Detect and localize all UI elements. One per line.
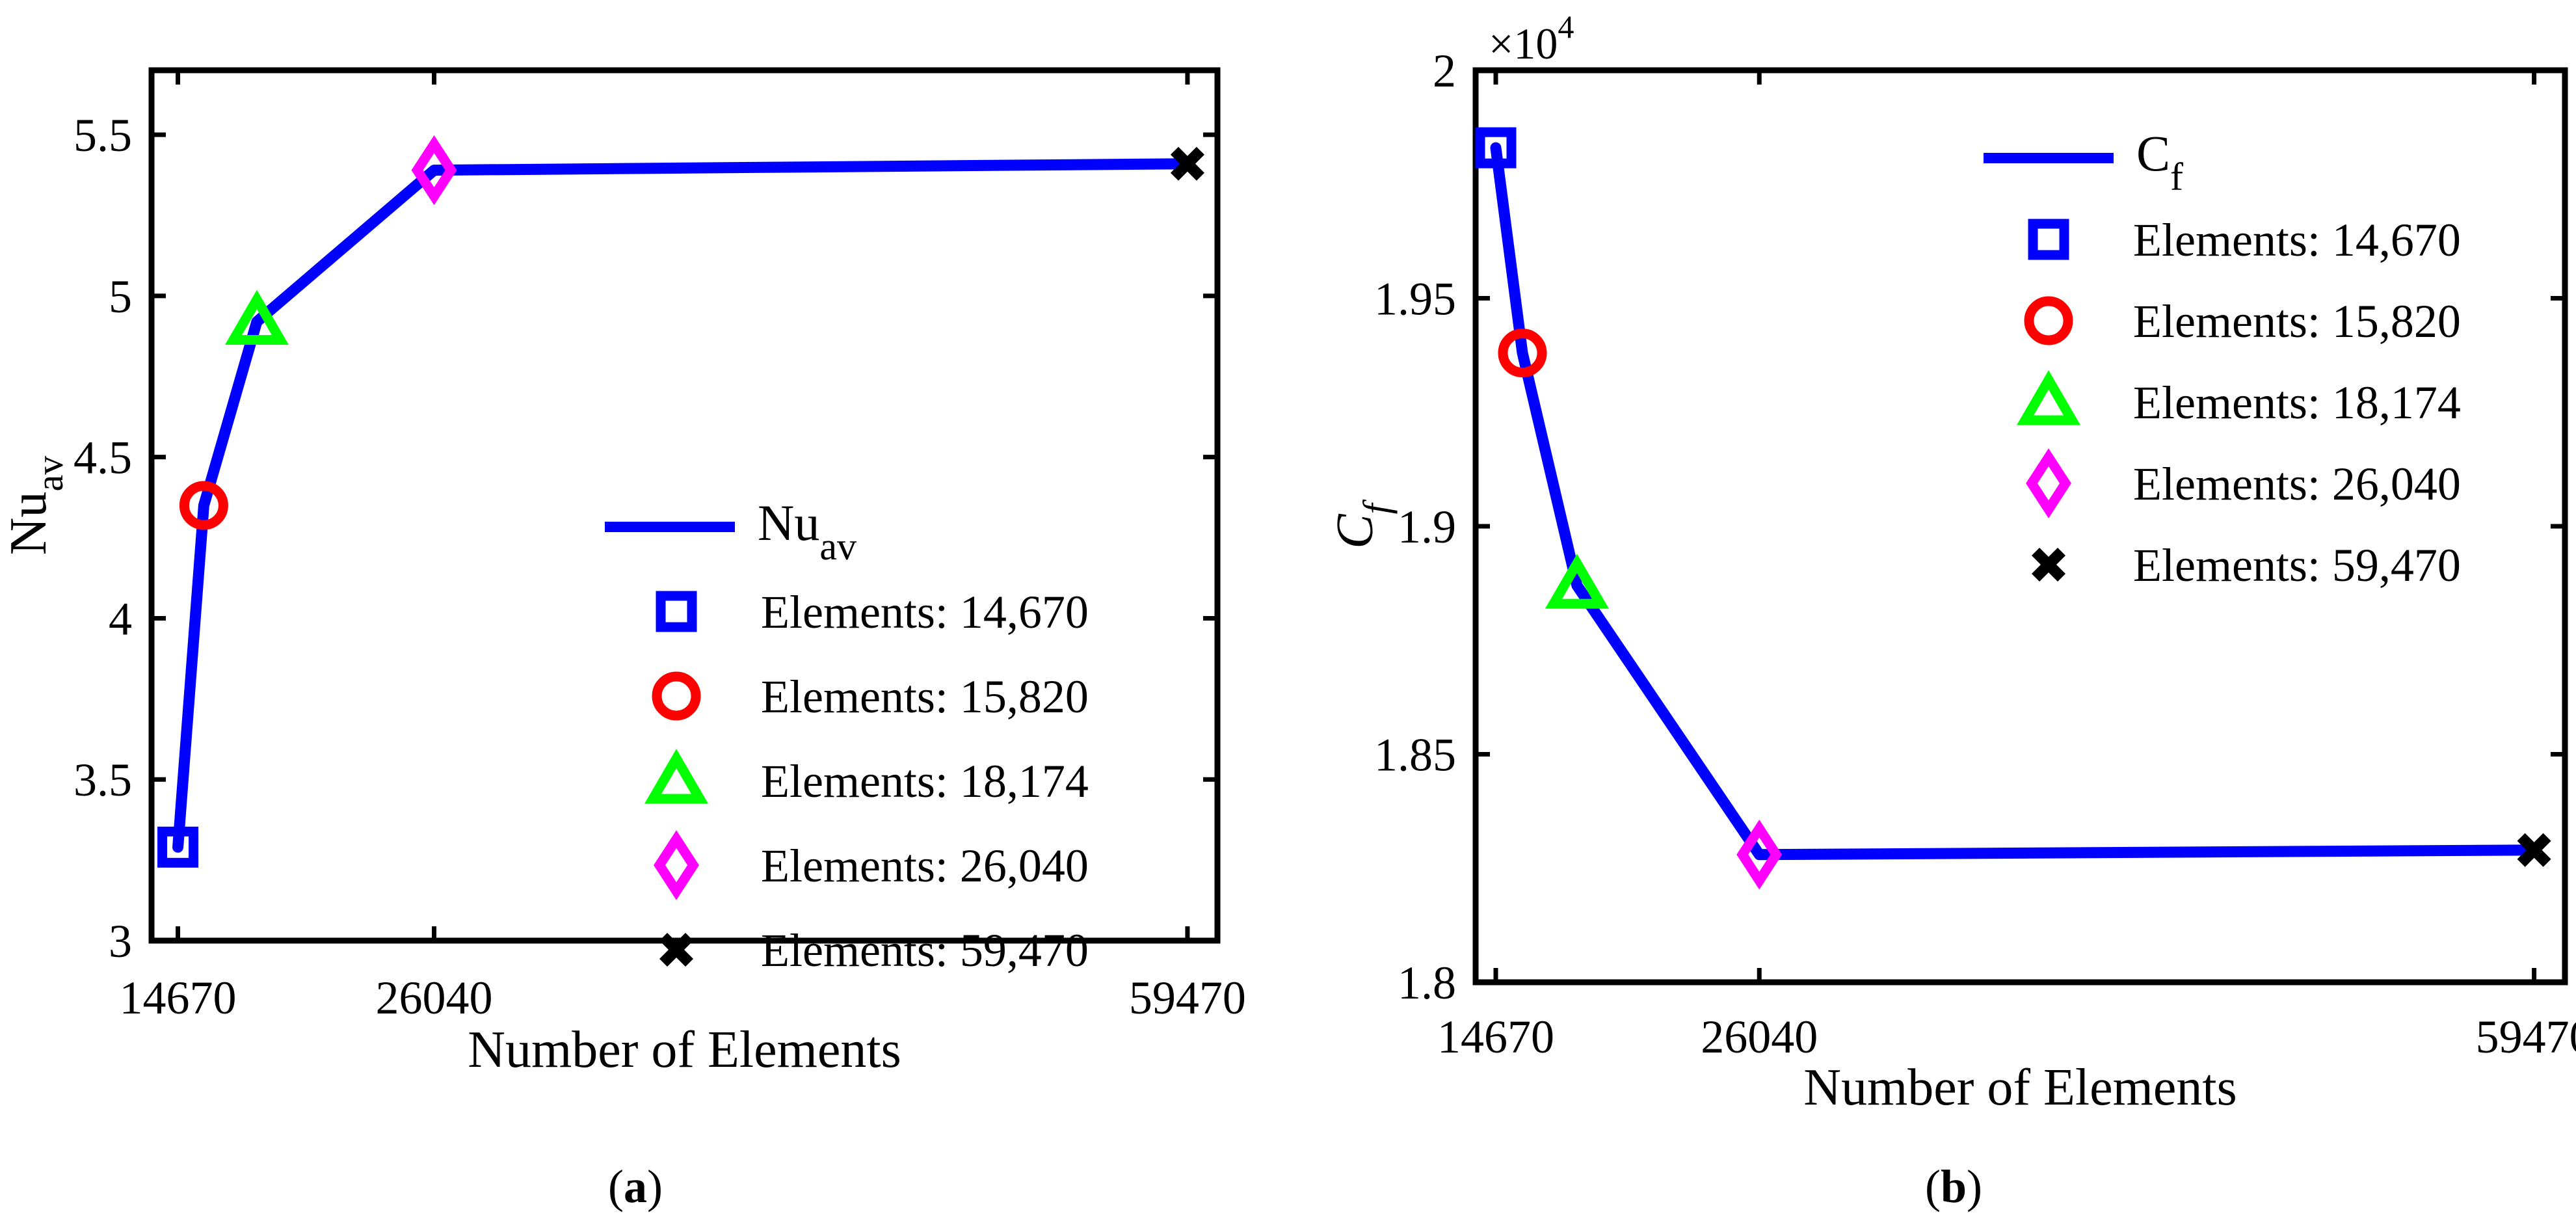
y-axis-label-sub: av (29, 456, 71, 492)
y-tick-label: 3.5 (73, 754, 132, 806)
x-tick-label: 26040 (376, 972, 493, 1024)
panel-caption: (b) (1925, 1161, 1982, 1213)
caption-letter: b (1941, 1161, 1967, 1213)
exponent-power: 4 (1558, 8, 1574, 45)
legend-marker-circle (652, 671, 701, 721)
y-tick-label: 2 (1433, 45, 1456, 97)
legend-label: Elements: 26,040 (2133, 458, 2461, 510)
data-point-diamond (1736, 819, 1783, 890)
legend-marker-square (2028, 219, 2069, 260)
data-point-triangle (224, 289, 289, 345)
legend-marker-cross (659, 932, 694, 967)
panel-caption: (a) (608, 1161, 663, 1213)
data-point-circle (179, 481, 228, 530)
x-tick-label: 14670 (1437, 1011, 1554, 1063)
caption-letter: a (624, 1161, 647, 1213)
y-tick-label: 1.85 (1374, 729, 1456, 781)
x-tick-label: 59470 (1129, 972, 1246, 1024)
legend-label: Elements: 59,470 (2133, 539, 2461, 591)
x-axis-label: Number of Elements (1803, 1059, 2237, 1116)
legend-series-name: Nuav (758, 494, 856, 568)
x-tick-label: 59470 (2476, 1011, 2576, 1063)
legend: Cf Elements: 14,670 Elements: 15,820 Elemen… (1984, 125, 2461, 591)
y-tick-label: 5 (109, 271, 132, 323)
y-tick-label: 1.8 (1398, 957, 1456, 1009)
chart-panel-b: 1.8 1.85 1.9 1.95 2 14670 26040 59470 Number of … (1327, 8, 2576, 1213)
legend-marker-cross (2031, 547, 2066, 582)
legend: Nuav Elements: 14,670 Elements: 15,820 Elem… (605, 494, 1089, 976)
series-line (1490, 142, 2540, 861)
legend-marker-square (656, 591, 697, 632)
y-axis-label-base: C (1327, 513, 1384, 549)
chart-panel-a: 3 3.5 4 4.5 5 5.5 14670 26040 59470 Number of Ele… (0, 67, 1246, 1213)
legend-label: Elements: 14,670 (761, 586, 1089, 638)
data-point-square (157, 826, 199, 868)
legend-label: Elements: 14,670 (2133, 214, 2461, 266)
x-tick-label: 14670 (120, 972, 237, 1024)
legend-marker-circle (2024, 296, 2073, 345)
x-axis-label: Number of Elements (468, 1021, 901, 1079)
exponent-label: ×104 (1489, 8, 1574, 68)
data-point-circle (1498, 329, 1547, 378)
legend-series-sub: av (819, 525, 856, 568)
y-axis-label-sub: f (1355, 499, 1398, 514)
plot-frame (148, 67, 1221, 944)
x-tick-label: 26040 (1701, 1011, 1818, 1063)
legend-label: Elements: 59,470 (761, 924, 1089, 976)
legend-marker-triangle (644, 749, 709, 804)
data-point-square (1475, 127, 1517, 168)
legend-label: Elements: 18,174 (2133, 377, 2461, 429)
legend-label: Elements: 18,174 (761, 755, 1089, 807)
y-tick-label: 1.95 (1374, 273, 1456, 325)
data-point-cross (1170, 146, 1204, 181)
exponent-times: ×10 (1489, 19, 1558, 68)
caption-close: ) (647, 1161, 663, 1213)
data-point-triangle (1545, 554, 1609, 609)
legend-label: Elements: 26,040 (761, 840, 1089, 892)
legend-label: Elements: 15,820 (761, 671, 1089, 723)
data-point-diamond (411, 135, 457, 206)
y-axis-label-base: Nu (0, 491, 57, 555)
data-point-cross (2517, 833, 2551, 867)
legend-series-base: C (2136, 125, 2170, 181)
legend-marker-triangle (2016, 370, 2081, 425)
legend-series-base: Nu (758, 494, 819, 551)
legend-series-sub: f (2170, 155, 2183, 198)
y-axis-label: Nuav (0, 456, 71, 556)
legend-marker-diamond (2026, 448, 2071, 518)
y-tick-label: 3 (109, 915, 132, 967)
y-tick-label: 1.9 (1398, 501, 1456, 553)
caption-close: ) (1967, 1161, 1982, 1213)
legend-series-name: Cf (2136, 125, 2183, 198)
caption-open: ( (608, 1161, 624, 1213)
series-line (172, 158, 1193, 853)
y-tick-label: 4 (109, 593, 132, 645)
legend-marker-diamond (654, 830, 699, 900)
y-tick-label: 5.5 (73, 109, 132, 161)
y-tick-label: 4.5 (73, 432, 132, 484)
legend-label: Elements: 15,820 (2133, 295, 2461, 347)
caption-open: ( (1925, 1161, 1941, 1213)
y-axis-label: Cf (1327, 499, 1398, 548)
